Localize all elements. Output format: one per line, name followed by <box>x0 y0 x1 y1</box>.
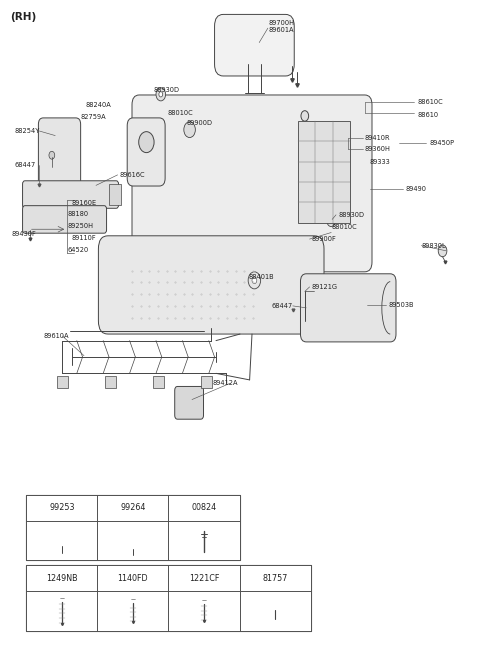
Circle shape <box>252 277 257 284</box>
Circle shape <box>49 151 55 159</box>
FancyBboxPatch shape <box>127 118 165 186</box>
Text: 89410R: 89410R <box>365 134 390 141</box>
Text: 89450P: 89450P <box>430 140 455 147</box>
FancyBboxPatch shape <box>98 236 324 334</box>
Text: 1249NB: 1249NB <box>46 574 78 583</box>
Text: 1221CF: 1221CF <box>189 574 219 583</box>
Text: 88010C: 88010C <box>331 224 357 231</box>
Circle shape <box>438 245 447 257</box>
Text: 99264: 99264 <box>120 503 145 512</box>
Bar <box>109 184 121 205</box>
Text: 68447: 68447 <box>14 162 36 168</box>
Circle shape <box>301 111 309 121</box>
Bar <box>97 521 168 560</box>
Text: 88401B: 88401B <box>249 274 274 280</box>
FancyBboxPatch shape <box>129 595 137 604</box>
Text: 99253: 99253 <box>49 503 75 512</box>
Bar <box>168 495 240 521</box>
Circle shape <box>268 601 282 619</box>
FancyBboxPatch shape <box>58 594 66 603</box>
Text: 88610C: 88610C <box>418 98 444 105</box>
FancyBboxPatch shape <box>38 118 81 213</box>
Bar <box>105 376 116 388</box>
Bar <box>26 495 97 521</box>
FancyBboxPatch shape <box>132 95 372 272</box>
Text: 89830L: 89830L <box>421 242 446 249</box>
Text: 88930D: 88930D <box>338 212 364 218</box>
Text: 82759A: 82759A <box>81 113 106 120</box>
Bar <box>153 376 164 388</box>
FancyBboxPatch shape <box>23 181 119 208</box>
Text: 88610: 88610 <box>418 111 439 118</box>
Text: 89333: 89333 <box>370 159 390 166</box>
Text: 89160E: 89160E <box>71 200 96 206</box>
Text: 89900D: 89900D <box>186 120 212 126</box>
Bar <box>97 495 168 521</box>
Bar <box>26 495 240 560</box>
Text: 88240A: 88240A <box>85 102 111 108</box>
Bar <box>57 376 68 388</box>
FancyBboxPatch shape <box>265 594 285 610</box>
Circle shape <box>139 132 154 153</box>
Circle shape <box>59 533 65 541</box>
Text: 89900F: 89900F <box>311 236 336 242</box>
Circle shape <box>330 219 333 223</box>
Text: 88010C: 88010C <box>168 109 194 116</box>
Circle shape <box>184 122 195 138</box>
Circle shape <box>248 272 261 289</box>
Bar <box>26 565 311 631</box>
Bar <box>240 591 311 631</box>
Text: 89616C: 89616C <box>119 172 144 178</box>
Bar <box>201 376 212 388</box>
Text: 1140FD: 1140FD <box>118 574 148 583</box>
Text: 89700H
89601A: 89700H 89601A <box>269 20 295 33</box>
Bar <box>168 521 240 560</box>
Circle shape <box>54 527 70 548</box>
FancyBboxPatch shape <box>23 206 107 233</box>
Circle shape <box>327 215 336 227</box>
Circle shape <box>156 88 166 101</box>
FancyBboxPatch shape <box>200 596 208 605</box>
Text: 89360H: 89360H <box>365 146 391 153</box>
FancyBboxPatch shape <box>300 274 396 342</box>
Bar <box>97 565 168 591</box>
Text: 64520: 64520 <box>67 247 88 253</box>
Text: 81757: 81757 <box>263 574 288 583</box>
Bar <box>26 591 97 631</box>
Text: 89121G: 89121G <box>311 284 337 290</box>
Text: 89503B: 89503B <box>389 301 414 308</box>
Bar <box>97 591 168 631</box>
FancyBboxPatch shape <box>175 386 204 419</box>
Bar <box>298 121 350 223</box>
Text: 88930D: 88930D <box>154 87 180 94</box>
Text: 00824: 00824 <box>192 503 216 512</box>
Text: 89490: 89490 <box>406 185 427 192</box>
Circle shape <box>130 533 136 542</box>
Text: (RH): (RH) <box>11 12 37 22</box>
Text: 89110F: 89110F <box>71 234 96 241</box>
Text: 89430F: 89430F <box>12 231 37 237</box>
Text: 89412A: 89412A <box>213 380 238 386</box>
Text: 88180: 88180 <box>67 211 88 217</box>
Circle shape <box>124 525 142 550</box>
Text: 88254Y: 88254Y <box>14 128 40 134</box>
Bar <box>26 521 97 560</box>
FancyBboxPatch shape <box>215 14 294 76</box>
Bar <box>168 565 240 591</box>
Bar <box>26 565 97 591</box>
Bar <box>240 565 311 591</box>
Circle shape <box>159 92 163 97</box>
Text: 89250H: 89250H <box>67 223 93 229</box>
Bar <box>168 591 240 631</box>
Circle shape <box>272 606 278 614</box>
Text: 89610A: 89610A <box>43 333 69 339</box>
Text: 68447: 68447 <box>271 303 292 309</box>
